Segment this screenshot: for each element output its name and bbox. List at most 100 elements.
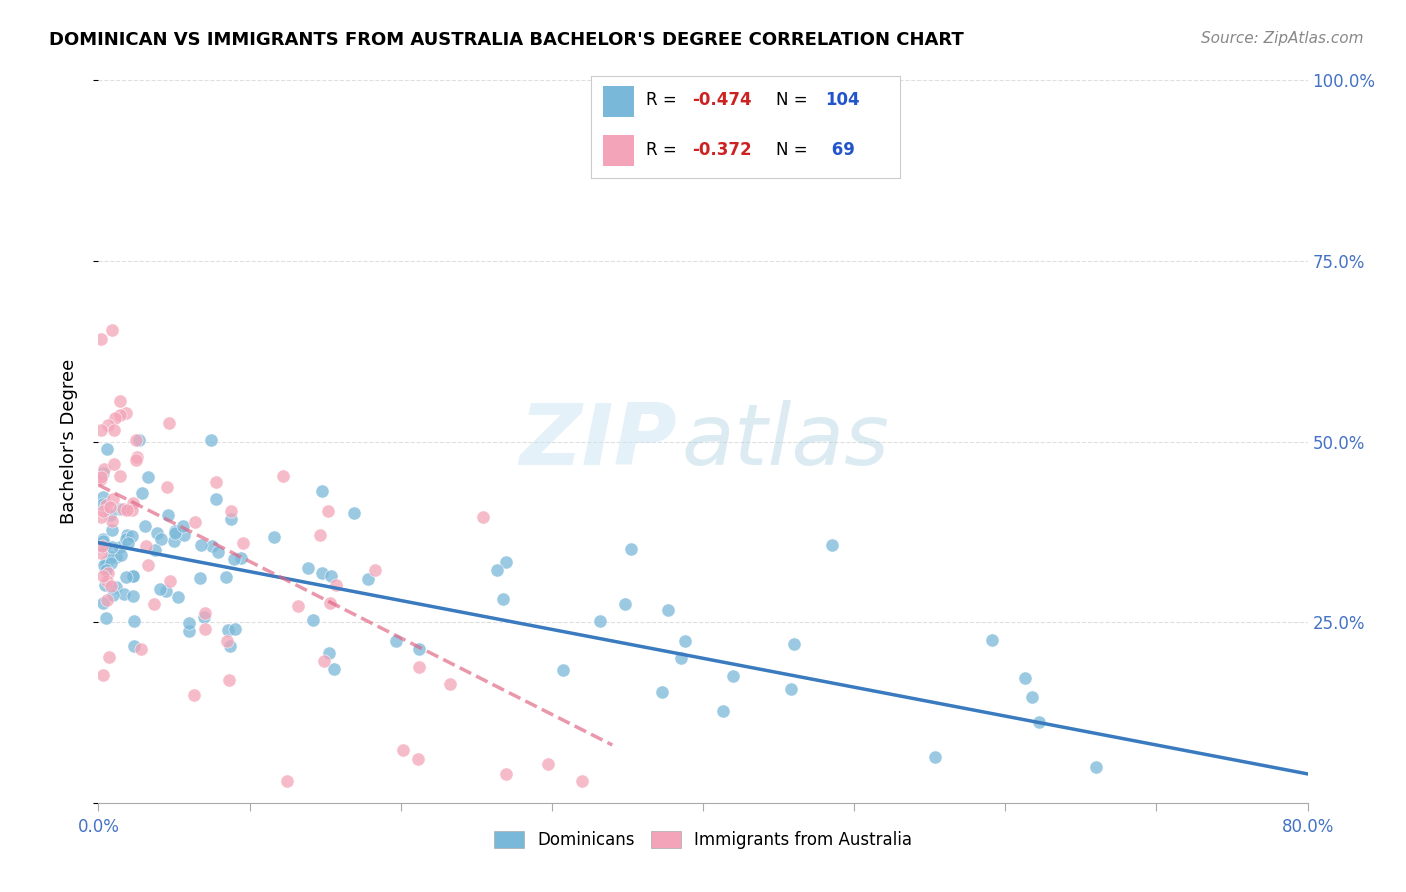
Point bbox=[149, 582, 172, 596]
Point bbox=[131, 486, 153, 500]
Point bbox=[183, 689, 205, 703]
Point bbox=[101, 524, 124, 538]
Point bbox=[97, 566, 120, 580]
Point bbox=[90, 470, 112, 484]
Point bbox=[205, 492, 228, 507]
Point bbox=[156, 480, 179, 494]
Point bbox=[312, 654, 335, 668]
Point bbox=[94, 498, 117, 512]
Point bbox=[134, 518, 156, 533]
Point bbox=[980, 632, 1002, 647]
Point bbox=[94, 563, 117, 577]
Point bbox=[90, 472, 112, 486]
Point bbox=[172, 518, 194, 533]
Point bbox=[103, 491, 125, 506]
Point bbox=[408, 642, 430, 657]
Point bbox=[94, 578, 117, 592]
Point bbox=[224, 552, 246, 566]
Point bbox=[323, 662, 346, 676]
Point bbox=[721, 669, 744, 683]
Point bbox=[115, 406, 138, 420]
Point bbox=[157, 508, 180, 522]
Text: R =: R = bbox=[647, 141, 682, 159]
Point bbox=[121, 589, 143, 603]
Point bbox=[439, 677, 461, 691]
Point bbox=[143, 543, 166, 558]
Point bbox=[121, 529, 143, 543]
Point bbox=[122, 640, 145, 654]
Point bbox=[821, 539, 844, 553]
Point bbox=[215, 634, 238, 648]
Text: R =: R = bbox=[647, 92, 682, 110]
Point bbox=[620, 541, 643, 556]
Point bbox=[1028, 714, 1050, 729]
Text: 104: 104 bbox=[825, 92, 860, 110]
Point bbox=[97, 417, 120, 432]
Point bbox=[297, 561, 319, 575]
Point bbox=[101, 589, 124, 603]
Point bbox=[224, 622, 246, 636]
Text: -0.474: -0.474 bbox=[693, 92, 752, 110]
Point bbox=[93, 504, 115, 518]
Point bbox=[94, 562, 117, 576]
Point bbox=[711, 704, 734, 718]
Point bbox=[163, 524, 186, 538]
Point bbox=[159, 574, 181, 588]
Point bbox=[94, 557, 117, 571]
Point bbox=[651, 684, 673, 698]
Point bbox=[276, 774, 298, 789]
Point bbox=[302, 613, 325, 627]
Point bbox=[263, 530, 285, 544]
Point bbox=[163, 526, 186, 541]
Point bbox=[495, 766, 517, 780]
Point bbox=[91, 466, 114, 480]
Point bbox=[125, 453, 148, 467]
Point bbox=[104, 410, 127, 425]
Point bbox=[613, 597, 636, 611]
Point bbox=[357, 572, 380, 586]
Point bbox=[232, 536, 254, 550]
Point bbox=[108, 408, 131, 422]
Text: 69: 69 bbox=[825, 141, 855, 159]
Point bbox=[188, 572, 211, 586]
Point bbox=[157, 416, 180, 430]
Bar bbox=[603, 87, 634, 117]
Bar bbox=[603, 136, 634, 166]
Point bbox=[90, 510, 112, 524]
Point bbox=[200, 433, 222, 447]
Point bbox=[101, 540, 124, 554]
Point bbox=[96, 574, 118, 588]
Point bbox=[287, 599, 309, 614]
Point bbox=[105, 550, 128, 565]
Point bbox=[121, 503, 143, 517]
Point bbox=[98, 508, 121, 523]
Point bbox=[571, 774, 593, 789]
Point bbox=[136, 470, 159, 484]
Point bbox=[311, 484, 333, 499]
Point bbox=[495, 555, 517, 569]
Point bbox=[90, 332, 112, 346]
Point bbox=[100, 549, 122, 564]
Point bbox=[201, 540, 224, 554]
Text: N =: N = bbox=[776, 92, 813, 110]
Point bbox=[1085, 760, 1108, 774]
Point bbox=[229, 551, 252, 566]
Point bbox=[114, 532, 136, 546]
Point bbox=[325, 578, 347, 592]
Point bbox=[471, 510, 494, 524]
Point bbox=[218, 673, 240, 687]
Point bbox=[155, 584, 177, 599]
Point bbox=[91, 490, 114, 504]
Point bbox=[110, 548, 132, 562]
Point bbox=[179, 624, 201, 638]
Point bbox=[924, 750, 946, 764]
Y-axis label: Bachelor's Degree: Bachelor's Degree bbox=[59, 359, 77, 524]
Point bbox=[125, 433, 148, 447]
Point bbox=[780, 681, 803, 696]
Point bbox=[128, 433, 150, 447]
Point bbox=[91, 667, 114, 681]
Point bbox=[112, 586, 135, 600]
Point bbox=[91, 541, 114, 555]
Point bbox=[194, 623, 217, 637]
Point bbox=[91, 569, 114, 583]
